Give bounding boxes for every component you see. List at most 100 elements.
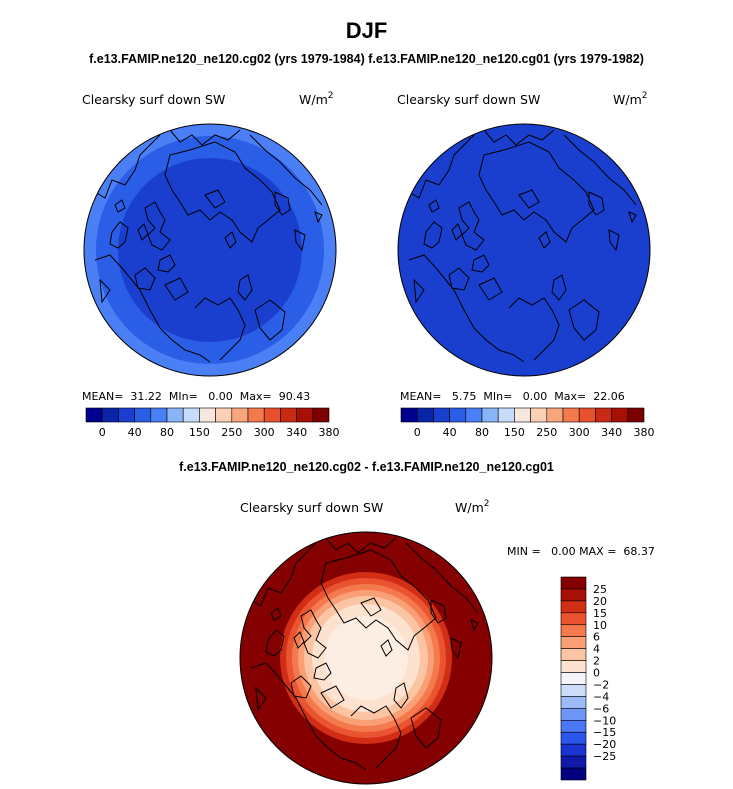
right-colorbar-swatch — [481, 407, 499, 423]
right-colorbar-tick-label: 250 — [536, 426, 557, 439]
left-colorbar-tick-label: 0 — [99, 426, 106, 439]
diff-colorbar-swatch — [560, 755, 587, 769]
diff-colorbar-swatch — [560, 648, 587, 661]
diff-colorbar-tick-label: 2 — [593, 655, 600, 668]
right-colorbar: 0 40 80 150 250 300 340 380 — [400, 407, 655, 439]
right-colorbar-tick-label: 340 — [601, 426, 622, 439]
left-colorbar-tick-label: 40 — [128, 426, 142, 439]
left-band-inner — [118, 158, 302, 342]
left-colorbar-tick-label: 250 — [221, 426, 242, 439]
right-colorbar-swatch — [611, 407, 629, 423]
left-colorbar-swatch — [101, 407, 119, 423]
right-colorbar-tick-label: 0 — [414, 426, 421, 439]
right-colorbar-swatch — [595, 407, 612, 423]
diff-units-label: W/m2 — [455, 499, 490, 515]
left-colorbar-swatch — [85, 407, 103, 423]
right-variable-label: Clearsky surf down SW — [397, 92, 541, 107]
right-band-fill — [398, 124, 650, 376]
right-colorbar-swatch — [400, 407, 418, 423]
right-units-label: W/m2 — [613, 91, 648, 107]
diff-colorbar-tick-label: 0 — [593, 667, 600, 680]
left-colorbar-swatch — [199, 407, 216, 423]
runs-title: f.e13.FAMIP.ne120_ne120.cg02 (yrs 1979-1… — [89, 52, 644, 66]
left-variable-label: Clearsky surf down SW — [82, 92, 226, 107]
diff-colorbar-tick-label: −20 — [593, 738, 616, 751]
right-map — [397, 123, 651, 377]
right-stats: MEAN= 5.75 MIn= 0.00 Max= 22.06 — [400, 390, 625, 403]
right-colorbar-tick-label: 40 — [443, 426, 457, 439]
diff-colorbar-swatch — [560, 672, 587, 685]
left-units-label: W/m2 — [299, 91, 334, 107]
diff-map-border — [239, 531, 493, 785]
right-colorbar-tick-label: 150 — [504, 426, 525, 439]
right-colorbar-swatch — [562, 407, 580, 423]
diff-colorbar-swatch — [560, 588, 587, 602]
right-colorbar-swatch — [433, 407, 450, 423]
diff-colorbar-tick-label: −4 — [593, 690, 609, 703]
left-colorbar-swatch — [296, 407, 314, 423]
diff-colorbar-tick-label: −10 — [593, 714, 616, 727]
diff-colorbar-swatch — [560, 612, 587, 626]
diff-colorbar-tick-label: −25 — [593, 750, 616, 763]
left-colorbar-swatch — [182, 407, 200, 423]
left-colorbar-swatch — [215, 407, 233, 423]
left-colorbar-tick-label: 340 — [286, 426, 307, 439]
diff-colorbar-tick-label: 20 — [593, 595, 607, 608]
diff-colorbar-tick-label: 4 — [593, 643, 600, 656]
left-colorbar-swatch — [231, 407, 249, 423]
left-colorbar: 0 40 80 150 250 300 340 380 — [85, 407, 340, 439]
diff-colorbar-swatch — [560, 624, 587, 638]
right-colorbar-swatch — [465, 407, 483, 423]
left-colorbar-tick-label: 150 — [189, 426, 210, 439]
left-map — [83, 123, 337, 377]
diff-colorbar-tick-label: −15 — [593, 726, 616, 739]
diff-colorbar-swatch — [560, 767, 587, 781]
right-colorbar-swatch — [497, 407, 515, 423]
diff-stats: MIN = 0.00 MAX = 68.37 — [507, 545, 655, 558]
diff-map — [239, 531, 493, 785]
right-colorbar-swatch — [546, 407, 564, 423]
right-map-border — [397, 123, 651, 377]
right-colorbar-swatch — [416, 407, 434, 423]
right-colorbar-tick-label: 300 — [569, 426, 590, 439]
right-colorbar-swatch — [627, 407, 645, 423]
left-stats: MEAN= 31.22 MIn= 0.00 Max= 90.43 — [82, 390, 311, 403]
left-map-border — [83, 123, 337, 377]
right-colorbar-tick-label: 80 — [475, 426, 489, 439]
left-colorbar-swatch — [312, 407, 330, 423]
season-title: DJF — [345, 18, 388, 43]
left-colorbar-swatch — [118, 407, 135, 423]
diff-colorbar-swatch — [560, 600, 587, 614]
diff-band-pole — [324, 616, 408, 700]
left-colorbar-tick-label: 300 — [254, 426, 275, 439]
diff-colorbar-swatch — [560, 576, 587, 590]
left-colorbar-tick-label: 80 — [160, 426, 174, 439]
right-colorbar-tick-label: 380 — [634, 426, 655, 439]
left-colorbar-tick-label: 380 — [319, 426, 340, 439]
right-colorbar-swatch — [514, 407, 531, 423]
diff-colorbar-tick-label: 25 — [593, 583, 607, 596]
diff-colorbar-tick-label: −6 — [593, 702, 609, 715]
diff-colorbar-swatch — [560, 684, 587, 697]
right-colorbar-swatch — [578, 407, 596, 423]
diff-colorbar-swatch — [560, 731, 587, 745]
diff-colorbar-tick-label: 15 — [593, 607, 607, 620]
right-colorbar-swatch — [449, 407, 467, 423]
diff-colorbar-tick-label: 10 — [593, 619, 607, 632]
left-colorbar-swatch — [166, 407, 184, 423]
diff-colorbar-swatch — [560, 743, 587, 757]
diff-colorbar-swatch — [560, 696, 587, 709]
left-colorbar-swatch — [280, 407, 297, 423]
difference-title: f.e13.FAMIP.ne120_ne120.cg02 - f.e13.FAM… — [179, 460, 554, 474]
diff-colorbar-swatch — [560, 708, 587, 721]
diff-variable-label: Clearsky surf down SW — [240, 500, 384, 515]
diff-colorbar-swatch — [560, 660, 587, 673]
left-colorbar-swatch — [263, 407, 281, 423]
diff-colorbar-swatch — [560, 636, 587, 649]
diff-colorbar-tick-label: −2 — [593, 678, 609, 691]
diff-colorbar-swatch — [560, 719, 587, 733]
left-colorbar-swatch — [150, 407, 168, 423]
diff-colorbar-tick-label: 6 — [593, 631, 600, 644]
